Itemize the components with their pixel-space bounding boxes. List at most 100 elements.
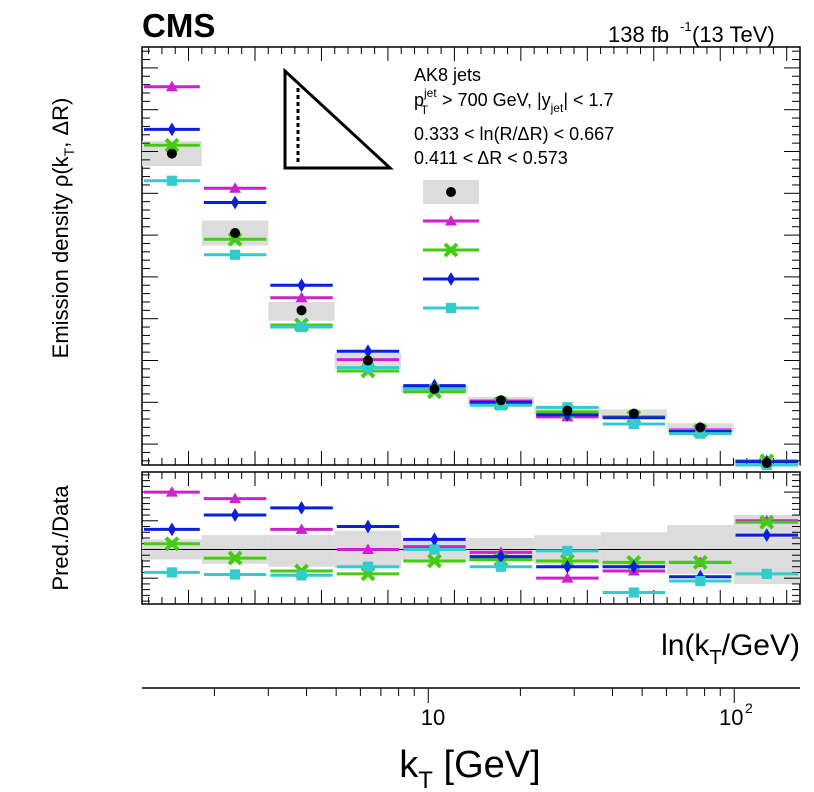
pythia_dire-ratio-marker [165,486,178,497]
pythia_vincia-ratio-marker [164,536,180,552]
legend-entry-pythia_vincia [423,242,479,258]
kt-label-sub: T [418,767,433,792]
sherpa-ratio-marker [562,545,573,557]
sherpa-ratio-marker [229,569,241,580]
legend-marker [446,272,456,286]
series-data [166,148,772,468]
herwig-marker [167,122,177,137]
pythia_dire-ratio-marker [295,523,308,534]
main-ylabel-tail: , ΔR) [48,98,73,148]
legend-data-marker [446,187,456,197]
sherpa-ratio-marker [296,570,307,581]
pythia_vincia-ratio-marker [692,554,708,570]
herwig-ratio-marker [496,549,506,564]
kt-axis-title: kT [GeV] [399,744,540,792]
sherpa-marker [628,418,639,430]
herwig-marker [230,195,240,210]
data-point [362,355,373,366]
herwig-ratio-marker [629,559,639,574]
sherpa-ratio-marker [495,561,507,572]
data-point [166,148,177,159]
data-point [495,395,506,406]
pythia_vincia-ratio-marker [759,514,775,530]
series-herwig [144,122,798,469]
data-point [695,422,706,433]
sherpa-ratio-marker [429,544,440,555]
herwig-ratio-marker [363,519,373,534]
sherpa-marker [296,321,307,333]
annotation-pt-sup: jet [423,86,437,100]
herwig-ratio-marker [297,500,306,515]
ln-kt-label-sub: T [709,647,721,669]
annotation-y-cut: | < 1.7 [563,90,613,110]
legend-entry-pythia_dire [423,215,479,226]
annotation-y-sub: jet [550,101,564,115]
annotation-cuts: pjet T > 700 GeV, |yjet| < 1.7 [414,86,614,117]
lumi-value: 138 fb [608,22,669,47]
pythia_vincia-ratio-marker [427,553,442,569]
ratio-series-sherpa [144,544,798,598]
kt-label-main: k [399,744,419,786]
data-point [628,408,639,419]
sherpa-ratio-marker [761,568,772,579]
kt-tick-label-100-exp: 2 [745,700,753,716]
ln-kt-label-main: ln(k [661,629,710,662]
annotation-pt-p: p [414,90,424,110]
ratio-band-bin [268,535,335,567]
ratio-series-herwig [144,500,798,584]
sherpa-ratio-marker [362,561,374,572]
pythia_dire-marker [229,182,242,193]
annotation-pt-sub: T [421,103,429,117]
herwig-marker [297,278,306,293]
data-point [761,457,772,468]
kt-label-tail: [GeV] [433,744,541,786]
pythia_vincia-marker [164,137,180,153]
legend-entry-herwig [423,272,479,286]
pythia_dire-ratio-marker [561,572,574,583]
herwig-marker [363,344,373,359]
pythia_dire-ratio-marker [229,492,242,504]
legend-entry-data [423,180,479,204]
kt-tick-label-10: 10 [421,705,445,730]
data-point [429,383,440,394]
pythia_dire-marker [295,291,308,303]
cms-label: CMS [142,7,215,44]
legend-marker [443,242,459,258]
data-point [562,405,573,416]
sherpa-ratio-marker [166,567,178,578]
ln-kt-label-tail: /GeV) [722,629,800,662]
lund-triangle-icon [283,67,394,170]
herwig-ratio-marker [230,508,240,522]
herwig-ratio-marker [167,522,177,537]
ln-kt-axis-title: ln(kT/GeV) [661,629,800,669]
energy-label: (13 TeV) [692,22,775,47]
kt-tick-label-100: 10 2 [719,700,753,730]
main-ylabel-sub: T [61,147,77,156]
lumi-exponent: -1 [680,19,692,34]
data-point [230,228,241,239]
main-y-axis-title: Emission density ρ(kT, ΔR) [48,98,77,359]
herwig-ratio-marker [762,528,771,543]
pythia_dire-ratio-marker [361,543,374,554]
legend-entry-sherpa [423,302,479,314]
ratio-series [144,486,798,598]
pythia_dire-marker [165,80,178,92]
kt-tick-label-100-base: 10 [719,705,743,730]
ratio-y-axis-title: Pred./Data [48,485,73,591]
legend-marker [445,302,457,314]
sherpa-marker [495,400,507,411]
herwig-ratio-marker [430,532,439,547]
sherpa-ratio-marker [695,575,706,587]
main-panel-frame [141,46,801,466]
main-series [144,80,798,471]
legend-marker [445,215,457,226]
data-point [296,305,307,316]
main-axis-ticks [142,47,801,465]
herwig-ratio-marker [563,559,572,574]
sherpa-marker [362,362,374,373]
sherpa-marker [695,428,706,439]
legend [423,180,479,314]
pythia_vincia-ratio-marker [227,550,243,566]
sherpa-marker [166,175,178,186]
sherpa-marker [229,249,241,260]
